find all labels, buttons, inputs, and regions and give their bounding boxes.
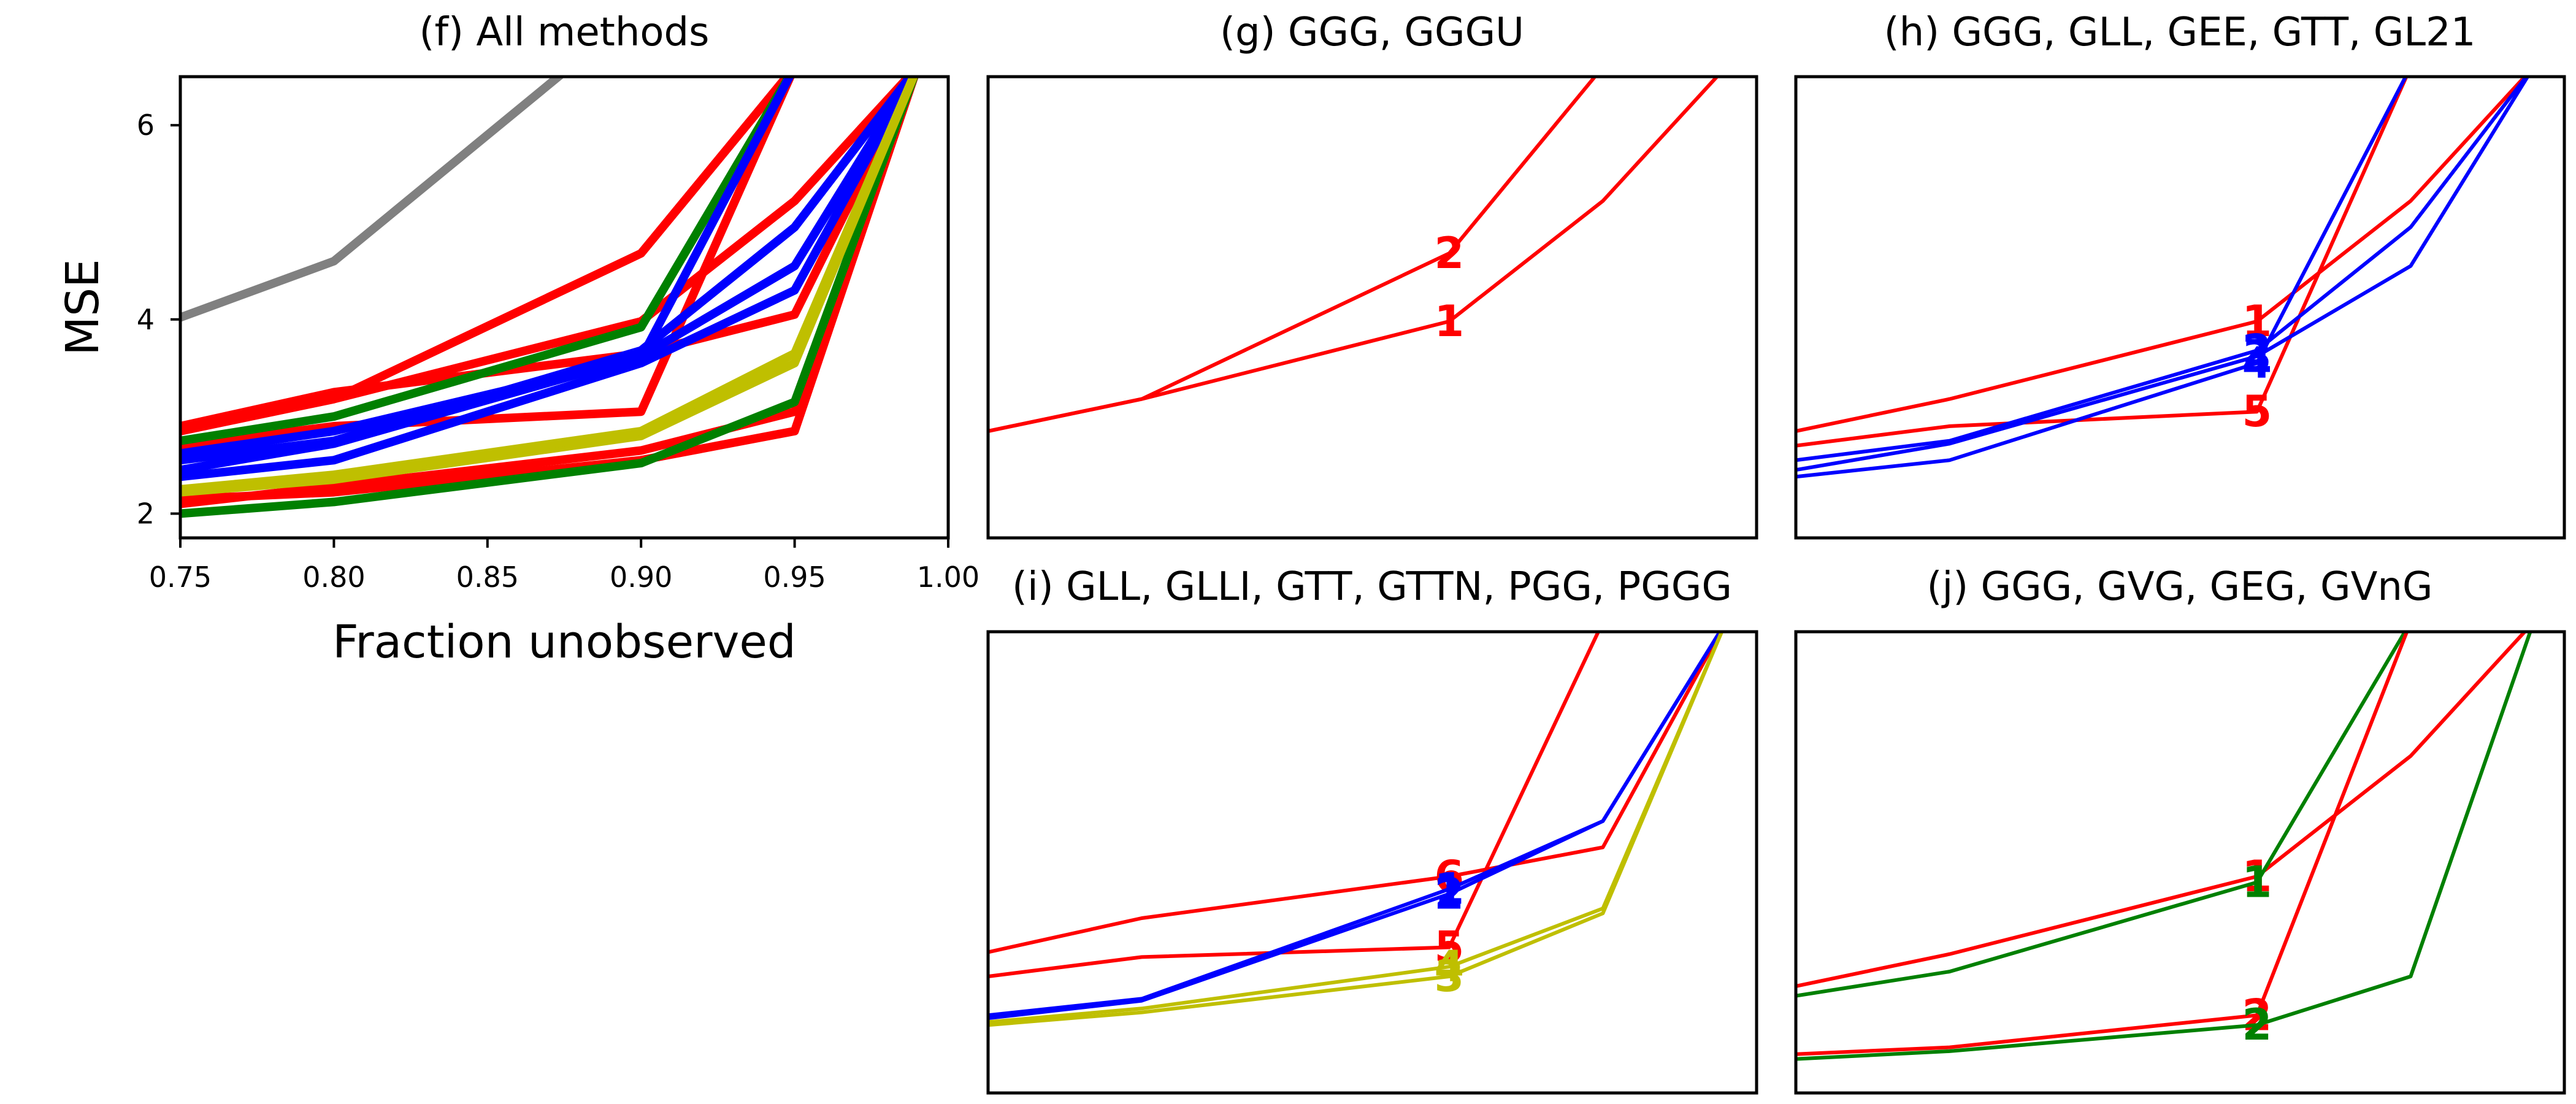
y-tick-label: 4 <box>137 303 155 336</box>
x-axis-label: Fraction unobserved <box>332 616 796 669</box>
series-marker-label: 2 <box>1434 868 1464 919</box>
series-line-0 <box>988 77 1720 433</box>
series-marker-label: 3 <box>1434 951 1464 1002</box>
panel-f: (f) All methods 0.75 0.80 0.85 0.90 0.95 1.00… <box>56 10 979 669</box>
series-line-3 <box>1796 77 2530 472</box>
panel-h-title: (h) GGG, GLL, GEE, GTT, GL21 <box>1884 10 2476 55</box>
series-line-12 <box>180 77 795 458</box>
series-line-4 <box>1796 77 2408 479</box>
series-line-2 <box>180 77 792 435</box>
x-tick-label: 0.95 <box>763 561 826 594</box>
panel-j-title: (j) GGG, GVG, GEG, GVnG <box>1926 564 2432 610</box>
series-marker-label: 2 <box>1434 228 1464 278</box>
series-line-2 <box>988 632 1722 1018</box>
series-line-2 <box>1796 632 2409 1056</box>
series-marker-label: 1 <box>2242 857 2272 907</box>
series-marker-label: 5 <box>2242 386 2272 437</box>
series-marker-label: 2 <box>2242 990 2272 1040</box>
series-line-14 <box>180 77 918 494</box>
x-tick-label: 1.00 <box>917 561 979 594</box>
series-line-0 <box>180 77 565 322</box>
x-tick-label: 0.90 <box>610 561 672 594</box>
series-line-11 <box>180 77 918 481</box>
y-tick-label: 6 <box>137 109 155 142</box>
panel-g-frame <box>986 75 1758 540</box>
x-tick-label: 0.85 <box>456 561 519 594</box>
series-marker-label: 1 <box>2242 851 2272 902</box>
panel-f-ticks: 0.75 0.80 0.85 0.90 0.95 1.00 2 4 6 <box>137 109 979 594</box>
panel-j-frame <box>1794 630 2566 1095</box>
series-line-2 <box>1796 77 2529 462</box>
series-marker-label: 2 <box>2242 1000 2272 1050</box>
y-axis-label: MSE <box>56 259 109 356</box>
series-marker-label: 4 <box>1434 941 1464 992</box>
panel-h-frame <box>1794 75 2566 540</box>
series-line-0 <box>1796 632 2528 988</box>
series-line-7 <box>180 77 794 445</box>
panel-g: (g) GGG, GGGU 12 <box>986 10 1758 540</box>
panel-j-plot-area: 11 22 <box>1796 632 2532 1061</box>
series-line-1 <box>1796 632 2407 998</box>
series-line-3 <box>988 632 1722 1021</box>
series-marker-label: 3 <box>2242 331 2272 381</box>
series-line-0 <box>1796 77 2528 433</box>
series-line-5 <box>988 632 1724 1024</box>
panel-i: (i) GLL, GLLI, GTT, GTTN, PGG, PGGG 6512… <box>986 564 1758 1095</box>
series-line-0 <box>988 632 1723 954</box>
panel-f-plot-area <box>180 77 919 518</box>
y-tick-label: 2 <box>137 497 155 530</box>
series-line-1 <box>988 632 1601 978</box>
panel-i-title: (i) GLL, GLLI, GTT, GTTN, PGG, PGGG <box>1012 564 1732 610</box>
series-marker-label: 4 <box>2242 338 2272 388</box>
panel-f-title: (f) All methods <box>420 10 710 55</box>
x-tick-label: 0.80 <box>302 561 365 594</box>
x-tick-label: 0.75 <box>149 561 212 594</box>
series-line-1 <box>1796 77 2409 448</box>
series-line-3 <box>180 77 795 450</box>
series-line-3 <box>1796 632 2532 1061</box>
panel-f-frame <box>178 75 950 540</box>
panel-i-frame <box>986 630 1758 1095</box>
series-line-1 <box>988 77 1598 433</box>
series-line-8 <box>180 77 919 518</box>
panel-g-title: (g) GGG, GGGU <box>1220 10 1524 55</box>
series-marker-label: 1 <box>2242 296 2272 347</box>
series-marker-label: 1 <box>1434 296 1464 347</box>
panel-j: (j) GGG, GVG, GEG, GVnG 11 22 <box>1794 564 2566 1095</box>
panel-g-plot-area: 12 <box>988 77 1720 433</box>
